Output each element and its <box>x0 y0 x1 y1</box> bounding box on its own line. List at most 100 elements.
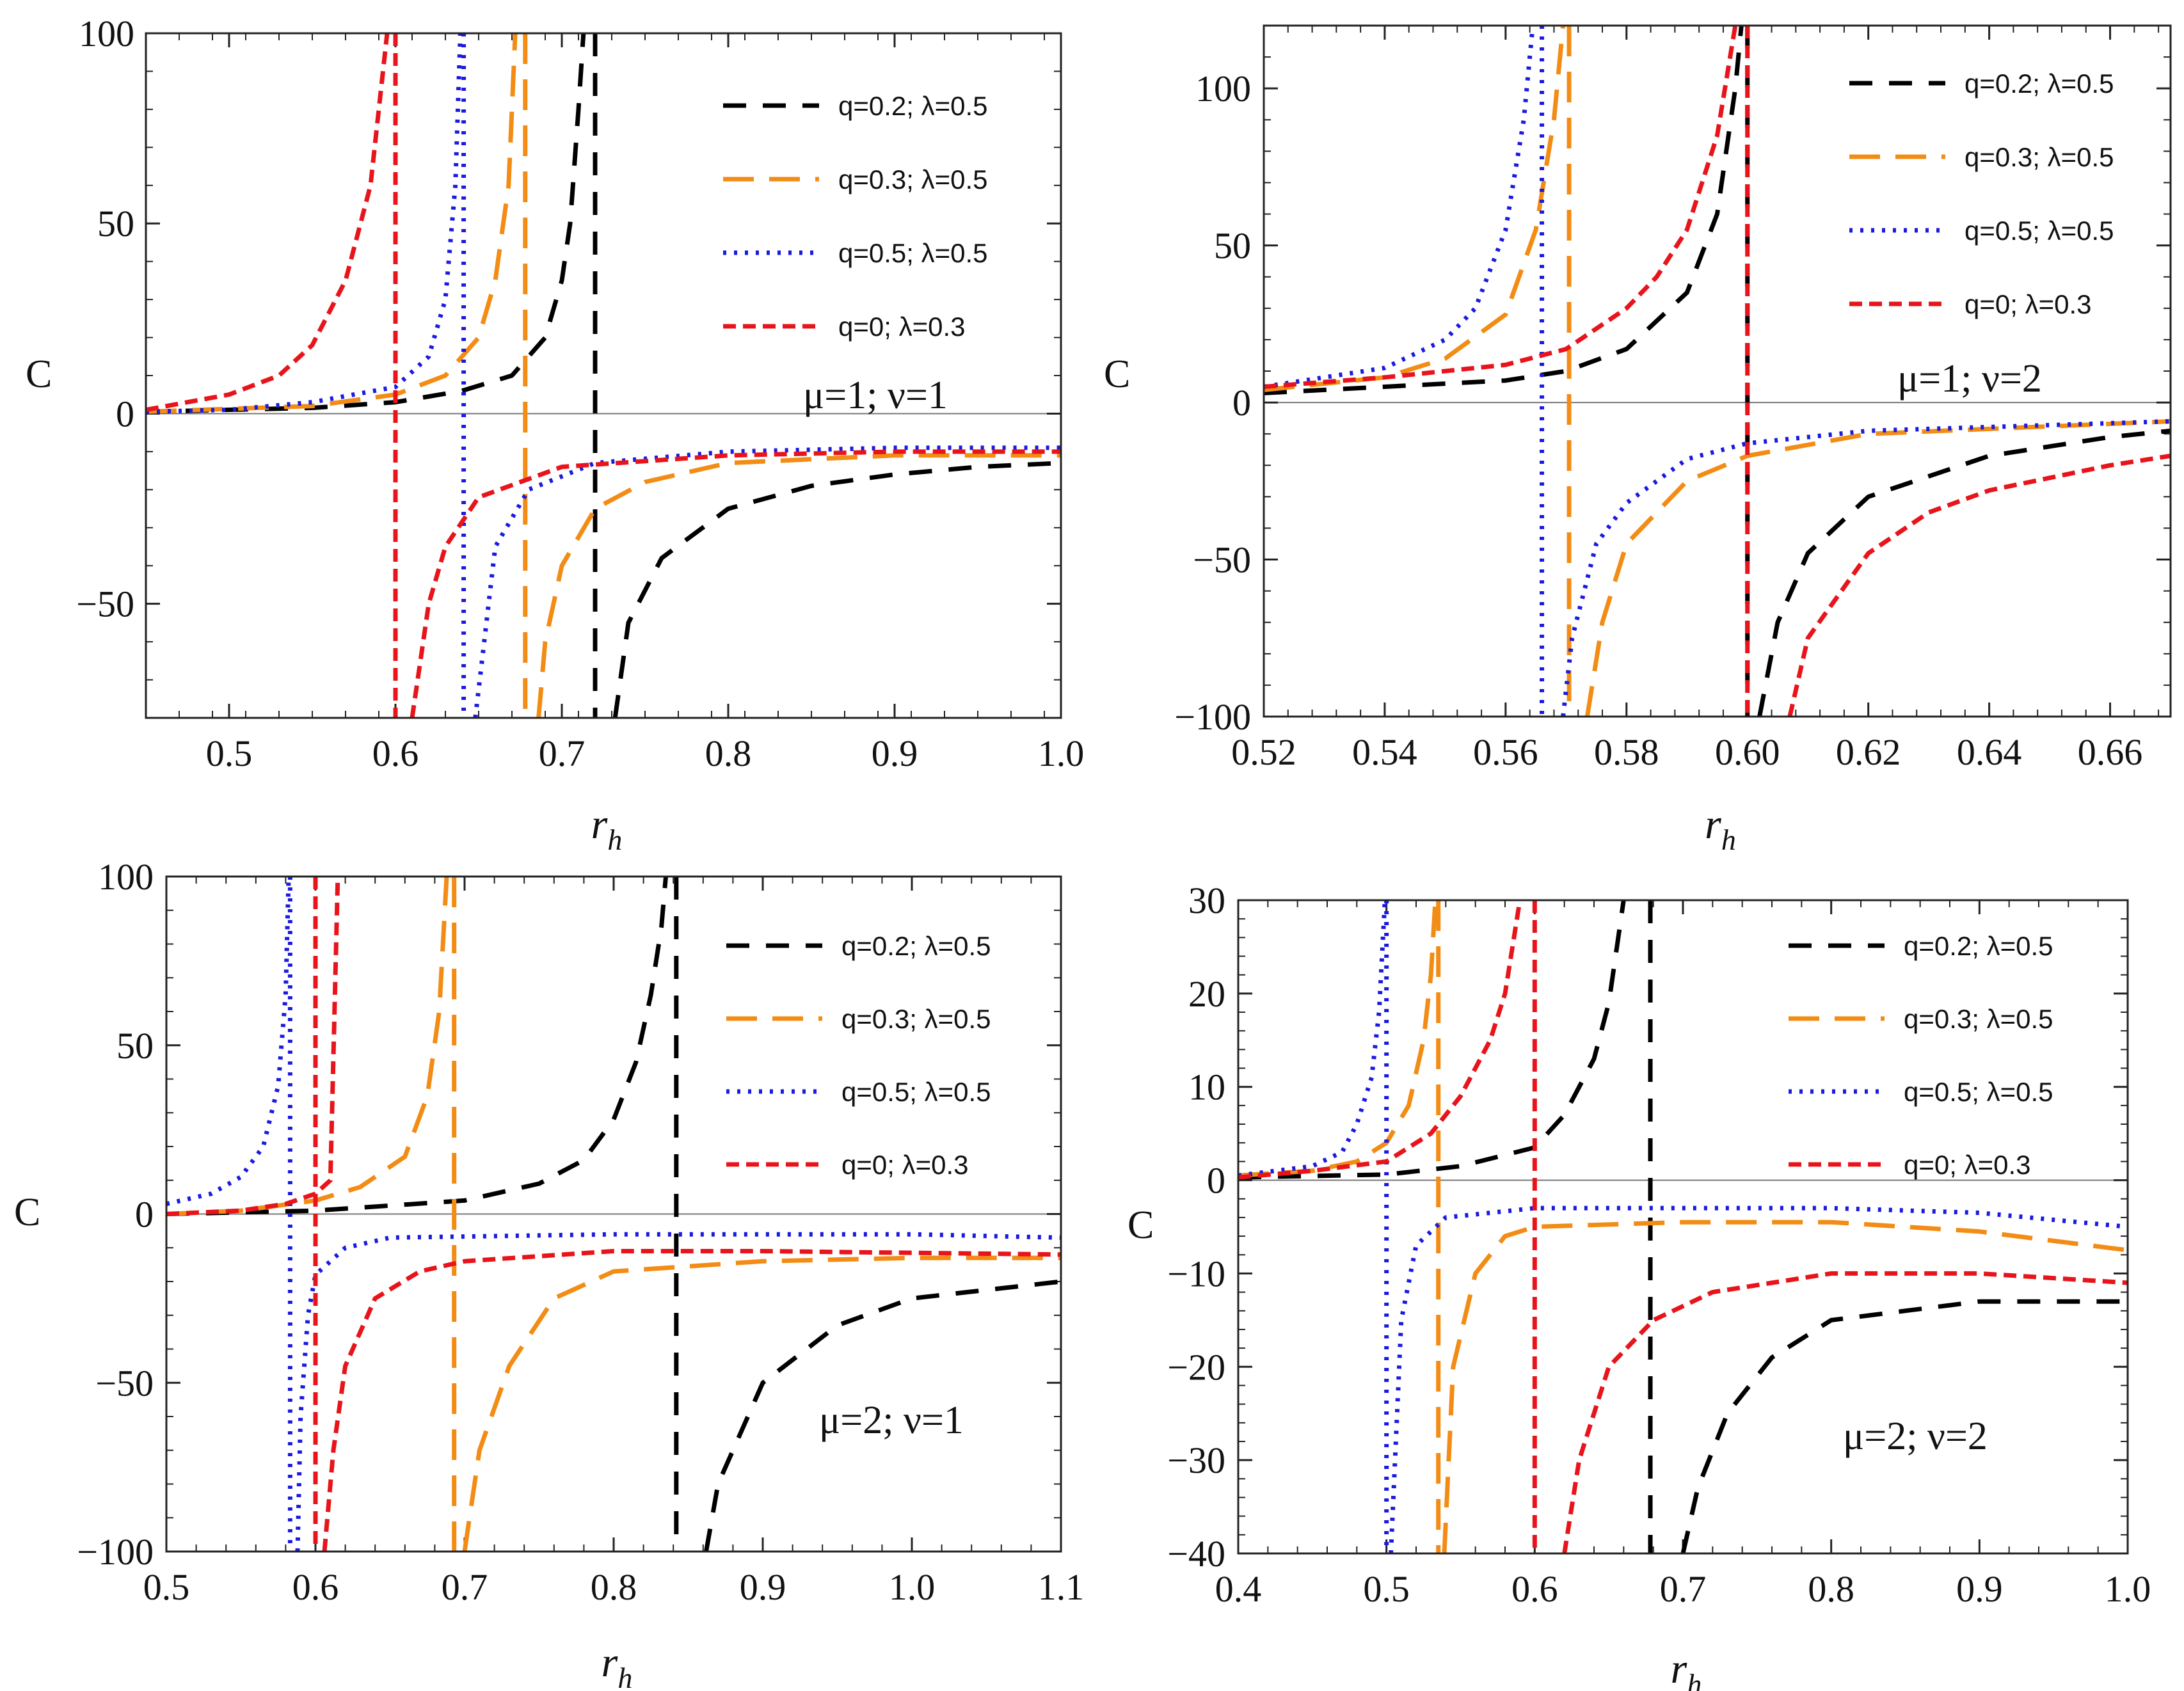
x-tick-label: 0.62 <box>1836 731 1901 773</box>
legend: q=0.2; λ=0.5 q=0.3; λ=0.5 q=0.5; λ=0.5 q=0;… <box>726 931 991 1180</box>
y-tick-label: −30 <box>1167 1440 1225 1481</box>
x-tick-label: 0.4 <box>1215 1568 1262 1610</box>
legend-name: q=0.5; λ=0.5 <box>838 238 988 268</box>
legend-name: q=0.3; λ=0.5 <box>838 164 988 195</box>
series-line-q03-left <box>166 877 449 1216</box>
legend: q=0.2; λ=0.5 q=0.3; λ=0.5 q=0.5; λ=0.5 q=0;… <box>1849 68 2114 319</box>
legend-lambda: λ=0.3 <box>2025 289 2092 319</box>
x-tick-label: 1.1 <box>1038 1566 1085 1608</box>
legend-entry: q=0; λ=0.3 <box>1965 289 2092 319</box>
x-tick-label: 0.9 <box>740 1566 786 1608</box>
y-tick-label: 0 <box>116 393 134 434</box>
series-line-q02-right <box>1757 428 2171 717</box>
series-line-q02-left <box>1238 900 1626 1180</box>
y-tick-label: −10 <box>1167 1253 1225 1294</box>
plot-frame <box>165 875 1062 1553</box>
legend-name: q=0.2; λ=0.5 <box>1904 931 2053 961</box>
legend-name: q=0 <box>1965 289 2010 319</box>
legend-name: q=0.2; λ=0.5 <box>841 931 991 961</box>
series-line-q0-right <box>1787 454 2171 717</box>
y-tick-label: −50 <box>76 584 134 625</box>
x-tick-label: 0.8 <box>705 733 752 774</box>
legend-entry: q=0.2; λ=0.5 <box>1904 931 2053 961</box>
legend-entry: q=0.2; λ=0.5 <box>841 931 991 961</box>
x-tick-label: 0.7 <box>539 733 586 774</box>
ticks: 0.52 0.54 0.56 0.58 0.60 0.62 0.64 0.66 100 50 0 −5… <box>1174 25 2171 773</box>
x-tick-label: 0.6 <box>1511 1568 1558 1610</box>
series-group <box>166 877 1061 1552</box>
parameter-annotation: μ=2; ν=1 <box>819 1399 964 1442</box>
series-line-q03-right <box>1442 1219 2128 1553</box>
parameter-annotation: μ=1; ν=1 <box>803 374 948 417</box>
x-tick-label: 0.54 <box>1352 731 1417 773</box>
plot-frame <box>1237 899 2129 1555</box>
y-tick-label: 50 <box>97 203 134 244</box>
x-axis-label-sub: h <box>607 823 622 856</box>
series-line-q03-right <box>1584 419 2171 717</box>
x-tick-label: 0.5 <box>143 1566 190 1608</box>
x-tick-label: 0.9 <box>872 733 918 774</box>
series-line-q0-left <box>1264 26 1738 389</box>
x-axis-label: rh <box>591 801 623 856</box>
chart-panel-3: 0.5 0.6 0.7 0.8 0.9 1.0 1.1 100 50 0 −50 −100 q=0.2;… <box>14 856 1084 1691</box>
series-line-q0-left <box>1238 900 1522 1180</box>
x-tick-label: 0.6 <box>372 733 419 774</box>
series-line-q03-left <box>146 33 518 414</box>
x-tick-label: 0.52 <box>1231 731 1296 773</box>
legend-sep: ; <box>884 312 898 342</box>
legend-entry: q=0.3; λ=0.5 <box>841 1004 991 1034</box>
series-line-q02-right <box>704 1279 1061 1552</box>
legend-entry: q=0; λ=0.3 <box>1904 1150 2031 1180</box>
series-line-q0-right <box>410 449 1061 718</box>
x-axis-label: rh <box>602 1639 633 1691</box>
legend-name: q=0.5; λ=0.5 <box>841 1077 991 1107</box>
x-tick-label: 0.64 <box>1957 731 2022 773</box>
x-axis-label-main: r <box>1671 1646 1687 1691</box>
plot-frame <box>145 32 1062 719</box>
legend-entry: q=0.5; λ=0.5 <box>1965 216 2114 246</box>
x-tick-label: 0.9 <box>1956 1568 2003 1610</box>
series-line-q05-right <box>473 445 1061 718</box>
y-tick-label: 30 <box>1188 880 1225 921</box>
series-group <box>1238 900 2128 1553</box>
legend-lambda: λ=0.3 <box>902 1150 969 1180</box>
x-tick-label: 0.7 <box>442 1566 488 1608</box>
legend-entry: q=0.3; λ=0.5 <box>1965 142 2114 172</box>
legend-name: q=0.3; λ=0.5 <box>1965 142 2114 172</box>
series-line-q02-left <box>166 877 668 1216</box>
legend-sep: ; <box>887 1150 902 1180</box>
parameter-annotation: μ=1; ν=2 <box>1897 357 2042 401</box>
x-axis-label-main: r <box>602 1639 618 1686</box>
y-tick-label: 0 <box>1207 1160 1225 1202</box>
series-line-q05-left <box>1238 900 1387 1178</box>
y-tick-label: −100 <box>77 1531 154 1573</box>
x-axis-label-main: r <box>1705 801 1721 848</box>
ticks: 0.5 0.6 0.7 0.8 0.9 1.0 100 50 0 −50 <box>76 13 1084 774</box>
x-axis-label: rh <box>1705 801 1736 856</box>
x-tick-label: 1.0 <box>889 1566 936 1608</box>
x-tick-label: 0.8 <box>591 1566 637 1608</box>
x-tick-label: 0.58 <box>1594 731 1659 773</box>
series-line-q05-right <box>295 1232 1061 1552</box>
legend: q=0.2; λ=0.5 q=0.3; λ=0.5 q=0.5; λ=0.5 q=0;… <box>1789 931 2053 1180</box>
series-line-q03-left <box>1238 900 1438 1178</box>
legend-entry: q=0.2; λ=0.5 <box>1965 68 2114 99</box>
series-line-q0-right <box>322 1249 1061 1552</box>
legend-entry: q=0.3; λ=0.5 <box>838 164 988 195</box>
y-tick-label: −50 <box>1193 539 1251 581</box>
y-axis-label: C <box>14 1191 40 1234</box>
y-tick-label: −20 <box>1167 1346 1225 1388</box>
series-group <box>146 33 1061 718</box>
x-tick-label: 0.66 <box>2078 731 2143 773</box>
series-line-q05-right <box>1561 419 2171 717</box>
legend-entry: q=0.5; λ=0.5 <box>838 238 988 268</box>
y-tick-label: −100 <box>1174 696 1251 738</box>
ticks: 0.4 0.5 0.6 0.7 0.8 0.9 1.0 30 20 10 0 −10 −20 −30 −40 <box>1167 880 2151 1610</box>
series-line-q0-left <box>146 33 390 412</box>
legend-entry: q=0.5; λ=0.5 <box>841 1077 991 1107</box>
legend-sep: ; <box>1949 1150 1964 1180</box>
y-tick-label: −50 <box>95 1362 154 1404</box>
x-tick-label: 0.8 <box>1808 1568 1854 1610</box>
